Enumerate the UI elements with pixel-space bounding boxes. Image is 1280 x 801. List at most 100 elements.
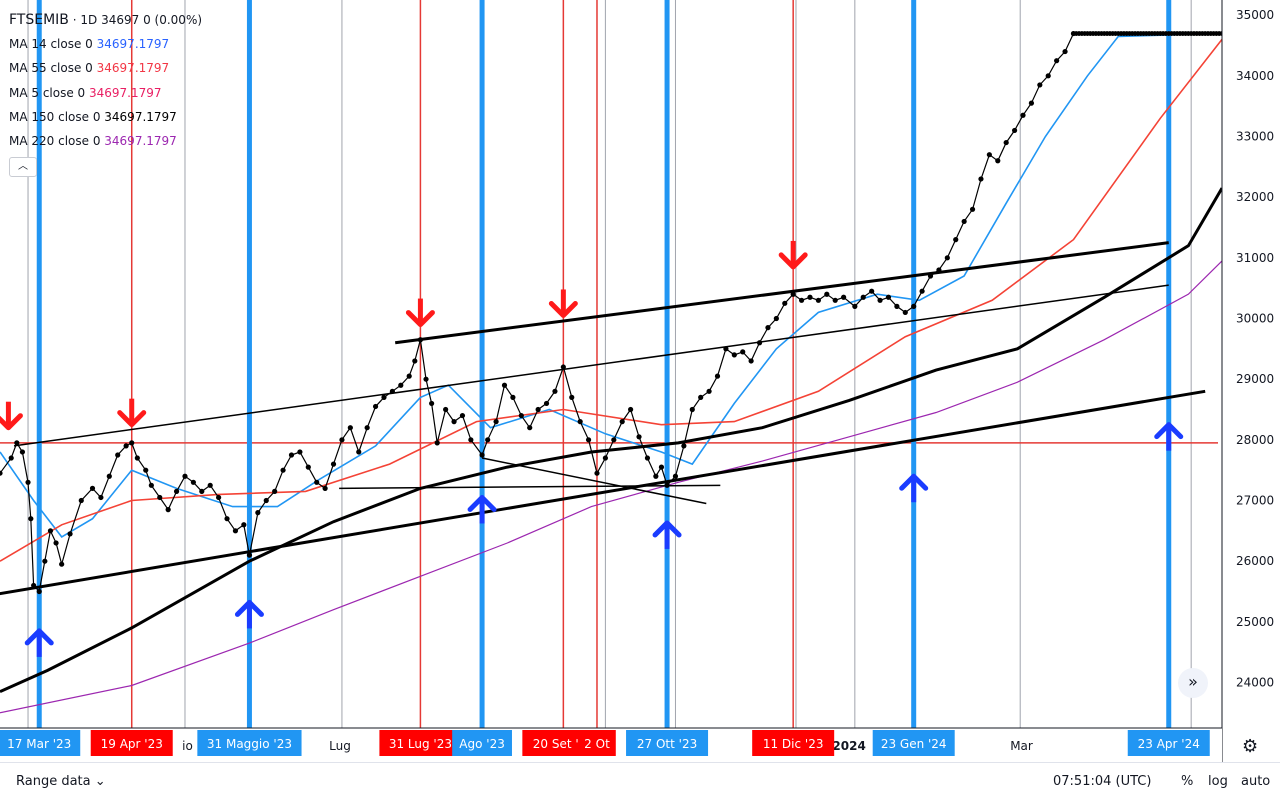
price-point — [14, 440, 20, 446]
grid-lines — [27, 0, 1192, 728]
price-point — [1062, 48, 1068, 55]
marker-date-label: 23 Gen '24 — [872, 730, 955, 756]
marker-date-label: 2 Ot — [578, 730, 616, 756]
marker-date-text: 23 Apr '24 — [1138, 737, 1200, 751]
ma-label: MA 220 close 0 — [9, 134, 105, 149]
price-point — [723, 346, 729, 352]
price-point — [689, 406, 695, 413]
auto-toggle[interactable]: auto — [1241, 774, 1271, 789]
marker-date-label: 11 Dic '23 — [752, 730, 835, 756]
trendline — [13, 284, 1169, 447]
legend-ma-row[interactable]: MA 55 close 0 34697.1797 — [9, 56, 202, 80]
price-point — [173, 488, 180, 494]
trendline — [0, 389, 1206, 596]
trendlines — [0, 241, 1206, 596]
price-point — [611, 437, 617, 443]
price-point — [773, 315, 779, 322]
range-dropdown[interactable]: Range data ⌄ — [16, 774, 106, 789]
ma-value: 34697.1797 — [104, 109, 177, 124]
price-point — [89, 485, 96, 491]
price-point — [1028, 100, 1035, 106]
marker-date-text: 23 Gen '24 — [881, 737, 947, 751]
price-point — [314, 479, 320, 485]
price-point — [1003, 139, 1009, 146]
price-point — [798, 297, 805, 303]
y-tick-label: 25000 — [1236, 615, 1274, 629]
price-point — [381, 394, 387, 400]
price-point — [748, 358, 754, 364]
price-point — [619, 419, 625, 425]
price-point — [157, 494, 163, 501]
y-tick-label: 24000 — [1236, 676, 1274, 690]
price-point — [911, 303, 917, 309]
price-point — [0, 470, 3, 476]
marker-date-text: 2 Ot — [584, 737, 610, 751]
ma-line-ma-220 — [0, 260, 1223, 714]
ma-value: 34697.1797 — [96, 37, 170, 52]
price-point — [852, 303, 858, 309]
marker-date-label: 27 Ott '23 — [626, 730, 709, 756]
x-tick-label: Mar — [1010, 739, 1033, 753]
price-point — [106, 473, 112, 479]
price-point — [919, 288, 925, 294]
price-point — [824, 291, 830, 297]
legend-ma-row[interactable]: MA 5 close 0 34697.1797 — [9, 81, 202, 105]
ma-label: MA 5 close 0 — [9, 85, 89, 100]
y-tick-label: 27000 — [1236, 494, 1274, 508]
price-point — [25, 479, 31, 485]
x-tick-label: 2024 — [832, 739, 865, 753]
interval-label[interactable]: 1D — [80, 13, 98, 27]
price-point — [434, 440, 440, 446]
price-point — [8, 455, 14, 461]
price-point — [412, 358, 418, 364]
legend-ma-row[interactable]: MA 150 close 0 34697.1797 — [9, 105, 202, 129]
price-point — [636, 434, 642, 440]
percent-toggle[interactable]: % — [1181, 774, 1194, 789]
chevron-up-icon[interactable]: ︿ — [9, 157, 37, 178]
x-tick-label: Lug — [329, 739, 351, 753]
price-point — [199, 488, 205, 494]
price-point — [47, 528, 54, 534]
y-tick-label: 33000 — [1236, 130, 1274, 144]
price-point — [1011, 127, 1018, 134]
symbol-name[interactable]: FTSEMIB — [9, 12, 69, 28]
legend-ma-row[interactable]: MA 14 close 0 34697.1797 — [9, 32, 202, 56]
marker-date-label: 17 Mar '23 — [0, 730, 81, 756]
price-point — [297, 449, 303, 455]
arrow-up-icon — [24, 628, 54, 657]
marker-date-text: Ago '23 — [459, 737, 505, 751]
price-point — [807, 294, 813, 300]
ma-line-ma-55 — [0, 38, 1223, 562]
price-point — [398, 382, 404, 388]
price-point — [885, 294, 892, 300]
price-point — [706, 388, 712, 394]
marker-date-label: Ago '23 — [452, 730, 512, 756]
price-point — [423, 376, 429, 382]
trendline — [481, 457, 707, 505]
price-point — [658, 464, 665, 470]
marker-date-text: 27 Ott '23 — [637, 737, 697, 751]
price-point — [255, 510, 261, 516]
scroll-to-realtime-button[interactable]: » — [1178, 668, 1208, 698]
price-point — [577, 419, 583, 425]
price-point — [1020, 112, 1026, 118]
price-point — [459, 412, 466, 419]
price-point — [322, 485, 328, 491]
arrow-down-icon — [117, 398, 147, 428]
price-point — [927, 273, 934, 279]
price-point — [19, 449, 26, 455]
clock-readout: 07:51:04 (UTC) — [1053, 774, 1152, 789]
price-chart[interactable]: 24000 25000 26000 27000 28000 29000 30000 31000… — [0, 0, 1280, 762]
log-toggle[interactable]: log — [1208, 774, 1228, 789]
legend-ma-row[interactable]: MA 220 close 0 34697.1797 — [9, 129, 202, 153]
ma-line-ma-150 — [0, 187, 1224, 693]
gear-icon[interactable]: ⚙ — [1242, 736, 1259, 757]
y-tick-label: 35000 — [1236, 8, 1274, 22]
price-point — [569, 394, 575, 400]
y-tick-label: 30000 — [1236, 312, 1274, 326]
price-point — [740, 349, 746, 355]
price-point — [535, 406, 541, 413]
price-point — [961, 218, 967, 225]
price-point — [115, 452, 121, 458]
price-point — [493, 419, 499, 425]
